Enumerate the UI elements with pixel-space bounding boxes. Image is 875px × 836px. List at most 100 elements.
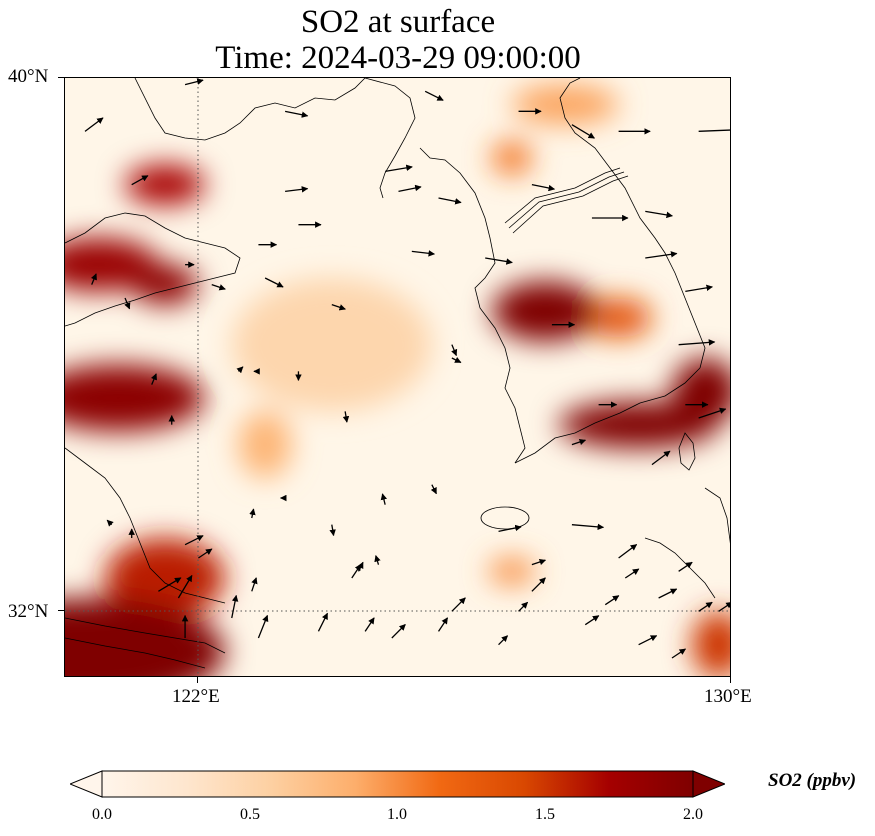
wind-arrow (374, 555, 381, 565)
wind-arrow (451, 597, 466, 612)
colorbar-title: SO2 (ppbv) (768, 770, 857, 791)
wind-arrow (698, 129, 730, 132)
yangtze-estuary (65, 637, 206, 669)
wind-arrow (698, 601, 713, 612)
wind-arrow (184, 78, 204, 86)
so2-hotspot (131, 264, 199, 305)
wind-arrow (177, 574, 193, 599)
colorbar-tick-label: 2.0 (683, 806, 703, 823)
lon-label-130e: 130°E (704, 686, 752, 707)
wind-arrow (184, 535, 204, 546)
so2-field (65, 84, 730, 676)
coastline-jeju (480, 506, 530, 530)
so2-hotspot (511, 84, 619, 125)
wind-arrow (658, 588, 678, 599)
wind-arrow (718, 601, 730, 612)
wind-arrow (329, 524, 336, 537)
tick-mark (197, 677, 198, 683)
wind-arrow (158, 577, 182, 592)
coastline-korea-east (559, 78, 706, 369)
wind-arrow (571, 438, 587, 446)
so2-hotspot (491, 141, 532, 175)
wind-arrow (385, 164, 413, 172)
colorbar-tick-label: 1.0 (387, 806, 407, 823)
map-svg (65, 78, 730, 676)
wind-arrow (671, 648, 687, 659)
wind-vectors (84, 78, 730, 659)
wind-arrow (618, 543, 638, 559)
wind-arrow (571, 124, 595, 139)
map-title: SO2 at surface (300, 4, 496, 40)
wind-arrow (236, 366, 244, 374)
so2-hotspot (65, 364, 206, 432)
coastline-korea-south (514, 367, 701, 464)
lat-label-32n: 32°N (8, 601, 49, 622)
lat-label-40n: 40°N (8, 66, 49, 87)
wind-arrow (571, 523, 605, 531)
so2-hotspot (231, 278, 432, 412)
wind-arrow (498, 524, 522, 532)
yangtze-estuary (65, 617, 226, 654)
colorbar (70, 770, 725, 798)
so2-hotspot (671, 358, 730, 425)
wind-arrow (430, 484, 437, 495)
wind-arrow (645, 210, 673, 219)
wind-arrow (231, 594, 239, 619)
tick-mark (58, 77, 64, 78)
colorbar-tick-label: 0.5 (240, 806, 260, 823)
wind-arrow (645, 251, 678, 259)
coastline-liaodong (134, 78, 366, 141)
wind-arrow (698, 407, 727, 419)
wind-arrow (438, 197, 462, 205)
wind-arrow (124, 297, 131, 310)
wind-arrow (424, 90, 444, 101)
coastline-kyushu (704, 487, 730, 544)
wind-arrow (518, 601, 529, 612)
map-subtitle-time: Time: 2024-03-29 09:00:00 (215, 40, 581, 76)
coastline-tsushima (678, 432, 696, 471)
so2-hotspot (558, 401, 719, 448)
wind-arrow (351, 563, 362, 579)
wind-arrow (317, 612, 329, 632)
border-line (508, 171, 625, 229)
coastlines (65, 78, 730, 669)
colorbar-tick-label: 1.5 (535, 806, 555, 823)
wind-arrow (678, 561, 693, 572)
wind-arrow (685, 284, 713, 292)
wind-arrow (257, 614, 269, 639)
wind-arrow (678, 339, 716, 346)
border-line (512, 175, 629, 234)
wind-arrow (251, 577, 258, 592)
wind-arrow (638, 635, 658, 646)
tick-mark (58, 610, 64, 611)
coastline-shandong (65, 212, 241, 327)
wind-arrow (357, 561, 364, 572)
so2-hotspot (585, 298, 652, 338)
wind-arrow (380, 493, 388, 505)
wind-arrow (342, 411, 350, 423)
colorbar-extend-min (70, 770, 103, 798)
wind-arrow (284, 110, 309, 118)
wind-arrow (249, 508, 256, 519)
wind-arrow (150, 373, 157, 385)
wind-arrow (498, 635, 509, 646)
wind-arrow (285, 186, 309, 193)
wind-arrow (584, 615, 600, 626)
wind-arrow (84, 117, 104, 132)
wind-arrow (131, 175, 149, 186)
wind-arrow (264, 277, 284, 288)
wind-arrow (90, 273, 97, 285)
colorbar-extend-max (692, 770, 725, 798)
wind-arrow (624, 568, 640, 579)
wind-arrow (451, 356, 462, 364)
wind-arrow (485, 257, 513, 265)
coastline-bohai-north (364, 78, 416, 199)
wind-arrow (211, 284, 226, 291)
wind-arrow (531, 558, 547, 566)
so2-hotspot (491, 281, 599, 342)
map-panel (64, 77, 731, 677)
coastline-korea-west (419, 147, 526, 464)
wind-arrow (106, 519, 114, 527)
so2-hotspot (691, 611, 730, 676)
wind-arrow (604, 595, 620, 606)
